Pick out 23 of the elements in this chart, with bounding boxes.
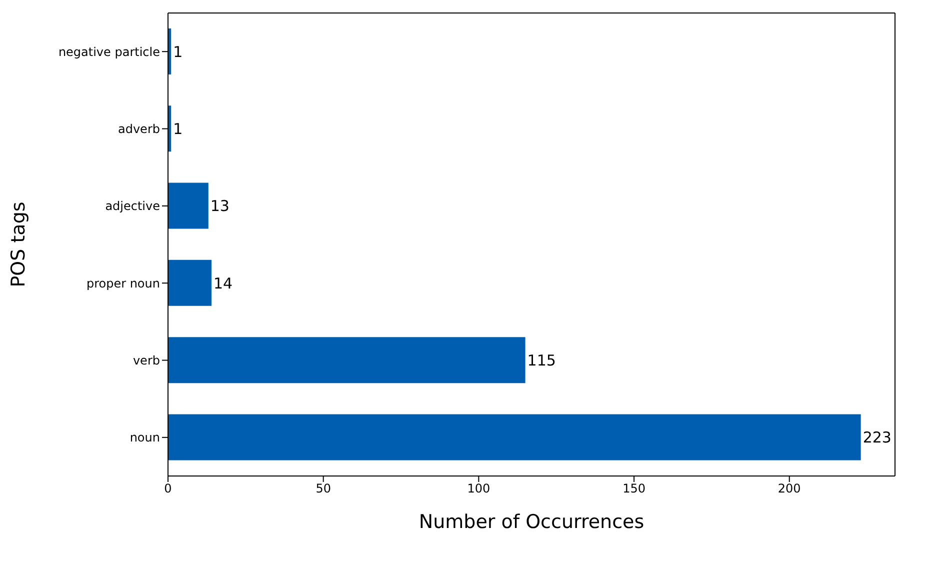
x-tick-label: 200 [778, 482, 801, 496]
data-label: 115 [527, 351, 556, 370]
data-label: 13 [210, 197, 230, 216]
x-tick-label: 100 [467, 482, 490, 496]
data-label: 1 [173, 42, 183, 61]
bar [168, 182, 208, 229]
bar [168, 337, 526, 384]
y-tick-label: verb [132, 354, 160, 368]
y-tick-label: noun [130, 430, 160, 445]
y-tick-label: proper noun [86, 276, 160, 290]
x-axis-title: Number of Occurrences [418, 511, 644, 533]
y-tick-label: adjective [105, 199, 160, 214]
bar [168, 260, 212, 306]
x-tick-label: 50 [316, 482, 331, 496]
x-tick-label: 0 [164, 482, 172, 496]
x-tick-label: 150 [622, 482, 646, 496]
y-tick-label: adverb [118, 122, 160, 136]
bar [168, 414, 861, 460]
y-tick-label: negative particle [58, 44, 160, 59]
data-label: 14 [213, 274, 233, 292]
y-axis-title: POS tags [8, 202, 30, 288]
data-label: 223 [862, 428, 892, 447]
data-label: 1 [173, 120, 183, 138]
